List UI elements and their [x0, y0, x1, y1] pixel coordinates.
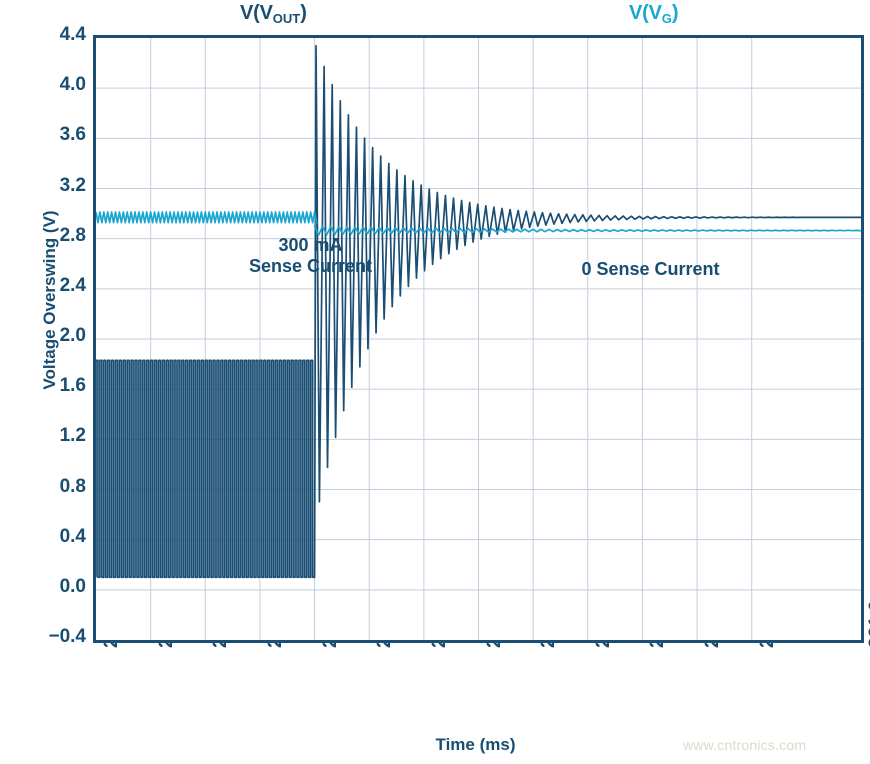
y-tick-label: 2.8 — [59, 224, 86, 246]
annotation-0-sense-current: 0 Sense Current — [581, 259, 720, 279]
y-tick-label: −0.4 — [48, 626, 86, 647]
x-axis-title: Time (ms) — [435, 735, 516, 754]
y-tick-label: 0.4 — [59, 525, 86, 547]
series-line-vout — [96, 44, 861, 579]
x-tick-label: 221.0 — [866, 600, 870, 648]
y-tick-label: 2.0 — [59, 325, 86, 346]
annotation-300ma-sense-current: 300 mA Sense Current — [248, 235, 373, 277]
y-tick-label: 1.2 — [59, 425, 86, 447]
plot-area: 300 mA Sense Current 0 Sense Current — [93, 35, 864, 643]
gridlines — [96, 38, 861, 640]
series-line-vg — [96, 211, 861, 236]
y-tick-label: 4.4 — [59, 24, 86, 45]
y-tick-label: 3.2 — [59, 174, 86, 196]
legend-vg-subscript: G — [661, 11, 672, 26]
legend-vout-close: ) — [300, 2, 307, 24]
y-axis-tick-labels: 4.4 4.0 3.6 3.2 2.8 2.4 2.0 1.6 1.2 0.8 0.4 0.0 −0.4 — [0, 0, 86, 764]
legend-label-vout: V(VOUT) — [240, 2, 307, 26]
y-tick-label: 4.0 — [59, 74, 86, 96]
y-tick-label: 0.8 — [59, 475, 86, 497]
y-tick-label: 3.6 — [59, 124, 86, 146]
watermark-text: www.cntronics.com — [683, 737, 807, 753]
plot-canvas — [96, 38, 861, 640]
legend-vout-subscript: OUT — [272, 11, 301, 26]
y-tick-label: 2.4 — [59, 274, 86, 296]
y-tick-label: 0.0 — [59, 575, 86, 597]
legend-label-vg: V(VG) — [629, 2, 679, 26]
legend-vout-text: V(V — [240, 2, 273, 24]
legend-vg-close: ) — [671, 2, 679, 24]
y-tick-label: 1.6 — [59, 375, 86, 397]
legend-vg-text: V(V — [629, 2, 662, 24]
